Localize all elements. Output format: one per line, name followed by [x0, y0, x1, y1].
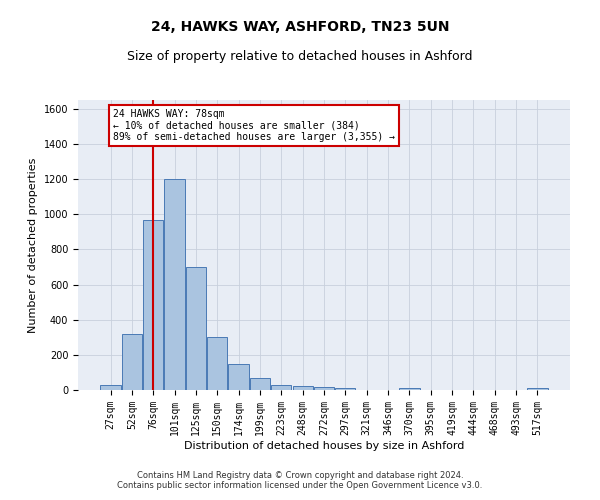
Bar — [229, 364, 249, 390]
Bar — [335, 388, 355, 390]
Bar — [186, 267, 206, 390]
Text: Contains HM Land Registry data © Crown copyright and database right 2024.
Contai: Contains HM Land Registry data © Crown c… — [118, 470, 482, 490]
Text: 24 HAWKS WAY: 78sqm
← 10% of detached houses are smaller (384)
89% of semi-detac: 24 HAWKS WAY: 78sqm ← 10% of detached ho… — [113, 109, 395, 142]
Bar — [207, 338, 227, 390]
X-axis label: Distribution of detached houses by size in Ashford: Distribution of detached houses by size … — [184, 440, 464, 450]
Text: Size of property relative to detached houses in Ashford: Size of property relative to detached ho… — [127, 50, 473, 63]
Text: 24, HAWKS WAY, ASHFORD, TN23 5UN: 24, HAWKS WAY, ASHFORD, TN23 5UN — [151, 20, 449, 34]
Bar — [399, 388, 419, 390]
Bar — [100, 384, 121, 390]
Bar — [143, 220, 163, 390]
Bar — [164, 179, 185, 390]
Bar — [122, 334, 142, 390]
Bar — [271, 384, 292, 390]
Bar — [250, 378, 270, 390]
Bar — [314, 388, 334, 390]
Bar — [293, 386, 313, 390]
Bar — [527, 388, 548, 390]
Y-axis label: Number of detached properties: Number of detached properties — [28, 158, 38, 332]
